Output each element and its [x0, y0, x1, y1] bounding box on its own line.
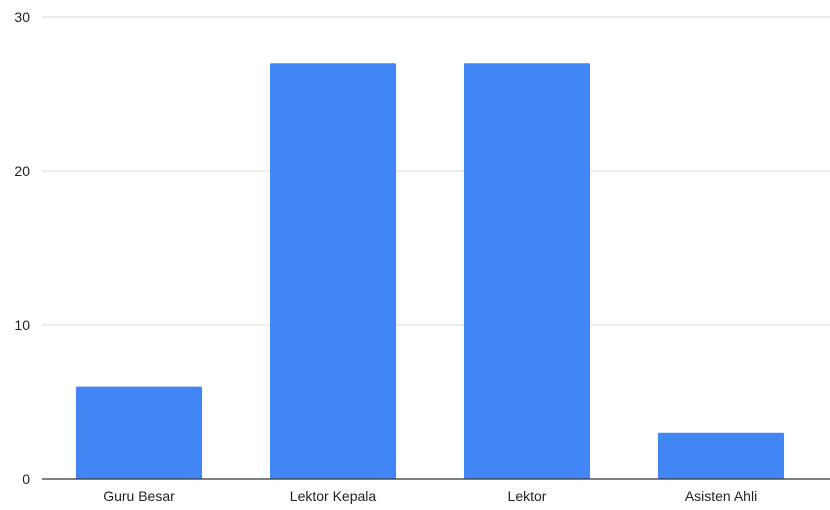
bar [269, 63, 397, 479]
bar [75, 386, 203, 479]
x-tick-labels: Guru Besar Lektor Kepala Lektor Asisten Ahl… [103, 488, 757, 504]
x-tick-label: Asisten Ahli [685, 488, 757, 504]
y-tick-label: 30 [14, 9, 30, 25]
y-tick-label: 0 [22, 471, 30, 487]
bar [657, 432, 785, 479]
gridlines [42, 16, 830, 326]
x-tick-label: Guru Besar [103, 488, 175, 504]
y-tick-label: 20 [14, 163, 30, 179]
bars [75, 63, 785, 479]
y-tick-labels: 0 10 20 30 [14, 9, 30, 487]
y-tick-label: 10 [14, 317, 30, 333]
bar [463, 63, 591, 479]
x-tick-label: Lektor [508, 488, 547, 504]
x-tick-label: Lektor Kepala [290, 488, 377, 504]
